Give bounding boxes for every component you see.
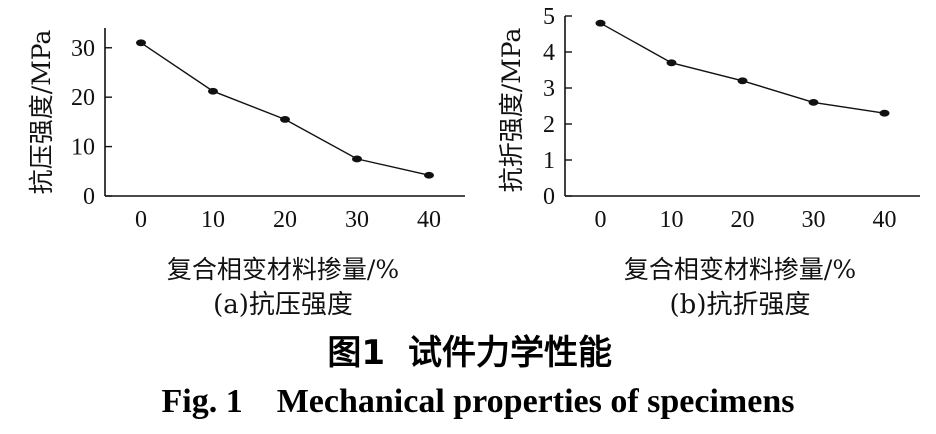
data-point (666, 59, 677, 67)
y-tick-label: 2 (543, 112, 555, 138)
x-tick-label: 10 (201, 207, 225, 233)
x-tick-label: 0 (135, 207, 147, 233)
figure-caption: 图1 试件力学性能 Fig. 1 Mechanical properties o… (161, 333, 794, 420)
data-point (595, 19, 606, 27)
y-tick-label: 30 (71, 36, 95, 62)
chart-a-y-ticks: 0 10 20 30 (71, 36, 112, 210)
x-tick-label: 0 (595, 207, 607, 233)
chart-b-series-line (600, 22, 885, 114)
chart-b-points (595, 19, 890, 117)
y-tick-label: 0 (83, 184, 95, 210)
chart-a: 0 10 20 30 0 10 20 30 40 抗压强度/MPa 复合相变材料掺量/% (a… (27, 28, 465, 320)
data-point (280, 116, 290, 123)
caption-cn-number: 图1 (327, 333, 385, 373)
y-tick-label: 1 (543, 148, 555, 174)
chart-a-subcaption: (a)抗压强度 (213, 290, 353, 320)
x-tick-label: 20 (273, 207, 297, 233)
y-tick-label: 10 (71, 135, 95, 161)
chart-a-series-line (140, 42, 430, 176)
data-point (879, 109, 890, 117)
chart-b-x-label: 复合相变材料掺量/% (624, 255, 856, 284)
y-tick-label: 3 (543, 76, 555, 102)
x-tick-label: 30 (802, 207, 826, 233)
x-tick-label: 40 (417, 207, 441, 233)
data-point (737, 77, 748, 85)
data-point (424, 171, 434, 179)
x-tick-label: 10 (660, 207, 684, 233)
caption-en: Fig. 1 Mechanical properties of specimen… (161, 383, 794, 420)
x-tick-label: 30 (345, 207, 369, 233)
data-point (208, 87, 218, 95)
x-tick-label: 20 (731, 207, 755, 233)
y-tick-label: 5 (543, 4, 555, 30)
chart-b-subcaption: (b)抗折强度 (670, 290, 811, 320)
y-tick-label: 20 (71, 85, 95, 111)
chart-b-y-ticks: 0 1 2 3 4 5 (543, 4, 572, 210)
x-tick-label: 40 (873, 207, 897, 233)
data-point (808, 99, 819, 106)
y-tick-label: 0 (543, 184, 555, 210)
chart-a-x-ticks: 0 10 20 30 40 (135, 207, 441, 233)
y-tick-label: 4 (543, 40, 555, 66)
chart-a-points (136, 39, 434, 179)
chart-a-x-label: 复合相变材料掺量/% (167, 255, 399, 284)
caption-cn-title: 试件力学性能 (408, 333, 612, 373)
chart-a-y-label: 抗压强度/MPa (27, 30, 56, 195)
chart-b-y-label: 抗折强度/MPa (497, 28, 526, 193)
chart-b-x-ticks: 0 10 20 30 40 (595, 207, 897, 233)
data-point (352, 155, 362, 163)
data-point (136, 39, 146, 47)
chart-b: 0 1 2 3 4 5 0 10 20 30 40 抗折强度/MPa 复合相变材料掺量/% (b)… (497, 4, 920, 320)
